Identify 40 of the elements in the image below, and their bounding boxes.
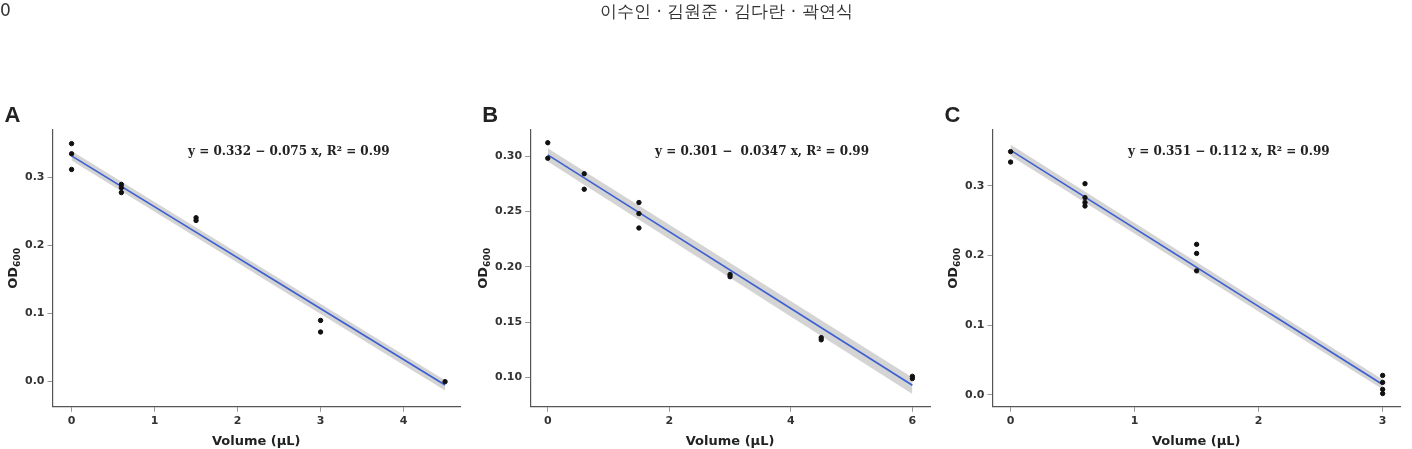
annotation: y = 0.351 − 0.112 x, R² = 0.99	[1127, 144, 1330, 159]
y-tick-label: 0.0	[24, 374, 45, 388]
x-tick-label: 6	[908, 414, 917, 428]
y-axis-title: OD600	[475, 247, 493, 289]
y-tick-label: 0.3	[964, 178, 985, 192]
chart-title: A	[4, 102, 21, 127]
text: 이수인 · 김원준 · 김다란 · 곽연식	[600, 0, 853, 23]
y-tick-label: 0.2	[24, 238, 45, 252]
y-tick-label: 0.30	[495, 148, 523, 162]
x-tick-label: 1	[1130, 414, 1139, 428]
text: 0	[0, 0, 11, 20]
y-axis-title: OD600	[945, 247, 963, 289]
x-axis-title: Volume (μL)	[1151, 432, 1241, 448]
y-tick-label: 0.1	[24, 306, 45, 320]
y-tick-label: 0.2	[964, 248, 985, 262]
y-tick-label: 0.25	[495, 204, 523, 218]
x-tick-label: 4	[787, 414, 796, 428]
annotation: y = 0.301 − 0.0347 x, R² = 0.99	[654, 144, 870, 159]
y-tick-label: 0.0	[964, 387, 985, 401]
chart-title: C	[944, 102, 961, 127]
x-tick-label: 3	[1378, 414, 1387, 428]
x-tick-label: 2	[665, 414, 674, 428]
y-tick-label: 0.15	[495, 314, 523, 328]
y-tick-label: 0.10	[495, 370, 523, 384]
chart-title: B	[482, 102, 499, 127]
x-tick-label: 0	[67, 414, 76, 428]
annotation: y = 0.332 − 0.075 x, R² = 0.99	[187, 144, 390, 159]
x-tick-label: 0	[1006, 414, 1015, 428]
x-tick-label: 0	[543, 414, 552, 428]
x-tick-label: 1	[150, 414, 159, 428]
x-tick-label: 4	[399, 414, 408, 428]
x-tick-label: 3	[316, 414, 325, 428]
x-tick-label: 2	[233, 414, 242, 428]
x-axis-title: Volume (μL)	[211, 432, 301, 448]
y-tick-label: 0.20	[495, 259, 523, 273]
x-tick-label: 2	[1254, 414, 1263, 428]
y-tick-label: 0.3	[24, 170, 45, 184]
y-tick-label: 0.1	[964, 318, 985, 332]
y-axis-title: OD600	[5, 247, 23, 289]
x-axis-title: Volume (μL)	[685, 432, 775, 448]
